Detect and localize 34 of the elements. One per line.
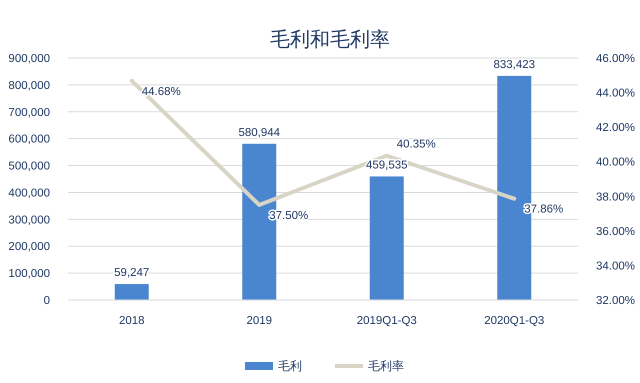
y-tick-label: 0 bbox=[44, 295, 50, 307]
bar bbox=[370, 176, 404, 300]
legend-label: 毛利 bbox=[278, 359, 302, 373]
x-tick-label: 2018 bbox=[118, 315, 145, 327]
y2-tick-label: 34.00% bbox=[596, 260, 635, 272]
y2-tick-label: 46.00% bbox=[596, 53, 635, 65]
y-tick-label: 800,000 bbox=[8, 80, 50, 92]
data-label: 580,944 bbox=[238, 126, 281, 139]
x-tick-label: 2019 bbox=[246, 315, 272, 327]
y-tick-label: 200,000 bbox=[8, 241, 50, 254]
x-tick-label: 2020Q1-Q3 bbox=[484, 315, 544, 327]
y2-tick-label: 38.00% bbox=[596, 191, 635, 204]
y-tick-label: 500,000 bbox=[8, 160, 50, 173]
y-tick-label: 700,000 bbox=[8, 106, 50, 119]
y-tick-label: 300,000 bbox=[8, 214, 50, 226]
data-label: 40.35% bbox=[396, 138, 436, 151]
x-tick-label: 2019Q1-Q3 bbox=[356, 315, 417, 327]
chart-title: 毛利和毛利率 bbox=[270, 29, 390, 51]
line-series bbox=[130, 78, 516, 207]
y2-tick-label: 44.00% bbox=[596, 88, 635, 100]
y-tick-label: 900,000 bbox=[8, 53, 50, 65]
data-label: 833,423 bbox=[493, 58, 536, 71]
bar bbox=[114, 284, 149, 300]
y2-tick-label: 32.00% bbox=[596, 295, 635, 307]
data-label: 459,535 bbox=[366, 159, 408, 172]
y-tick-label: 600,000 bbox=[8, 134, 50, 146]
data-label: 44.68% bbox=[142, 86, 181, 98]
y-tick-label: 100,000 bbox=[8, 268, 50, 280]
y-tick-label: 400,000 bbox=[8, 187, 50, 200]
y2-tick-label: 42.00% bbox=[596, 122, 635, 134]
legend-label: 毛利率 bbox=[368, 359, 404, 373]
data-label: 59,247 bbox=[114, 267, 150, 280]
y2-tick-label: 36.00% bbox=[596, 226, 635, 238]
y2-tick-label: 40.00% bbox=[596, 156, 635, 169]
